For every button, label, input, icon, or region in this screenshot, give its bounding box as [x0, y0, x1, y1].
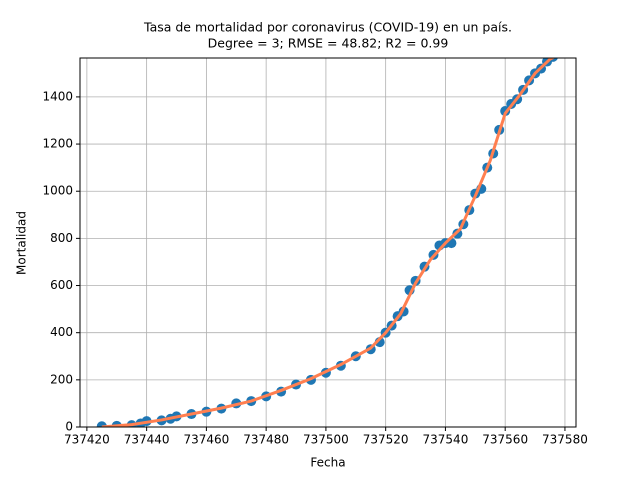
- y-tick-label: 200: [50, 372, 73, 386]
- y-tick-label: 1000: [42, 184, 73, 198]
- x-tick-label: 737560: [482, 433, 528, 447]
- x-tick-label: 737500: [303, 433, 349, 447]
- chart-title: Tasa de mortalidad por coronavirus (COVI…: [143, 20, 512, 35]
- plot-area: [96, 58, 558, 427]
- x-tick-label: 737460: [183, 433, 229, 447]
- fit-line: [101, 58, 556, 427]
- grid: [80, 58, 576, 428]
- x-tick-label: 737440: [124, 433, 170, 447]
- y-tick-label: 1400: [42, 89, 73, 103]
- y-tick-label: 400: [50, 325, 73, 339]
- y-tick-label: 0: [65, 420, 73, 434]
- y-axis-label: Mortalidad: [15, 211, 29, 275]
- x-tick-label: 737480: [243, 433, 289, 447]
- x-tick-label: 737580: [542, 433, 588, 447]
- y-tick-label: 1200: [42, 137, 73, 151]
- ticks: 737420 737440 737460 737480 737500 737520 7375…: [42, 89, 587, 446]
- chart-subtitle: Degree = 3; RMSE = 48.82; R2 = 0.99: [208, 36, 449, 51]
- axes-frame: [79, 57, 577, 428]
- y-tick-label: 600: [50, 278, 73, 292]
- x-tick-label: 737540: [423, 433, 469, 447]
- x-tick-label: 737520: [363, 433, 409, 447]
- x-tick-label: 737420: [64, 433, 110, 447]
- x-axis-label: Fecha: [310, 456, 345, 470]
- y-tick-label: 800: [50, 231, 73, 245]
